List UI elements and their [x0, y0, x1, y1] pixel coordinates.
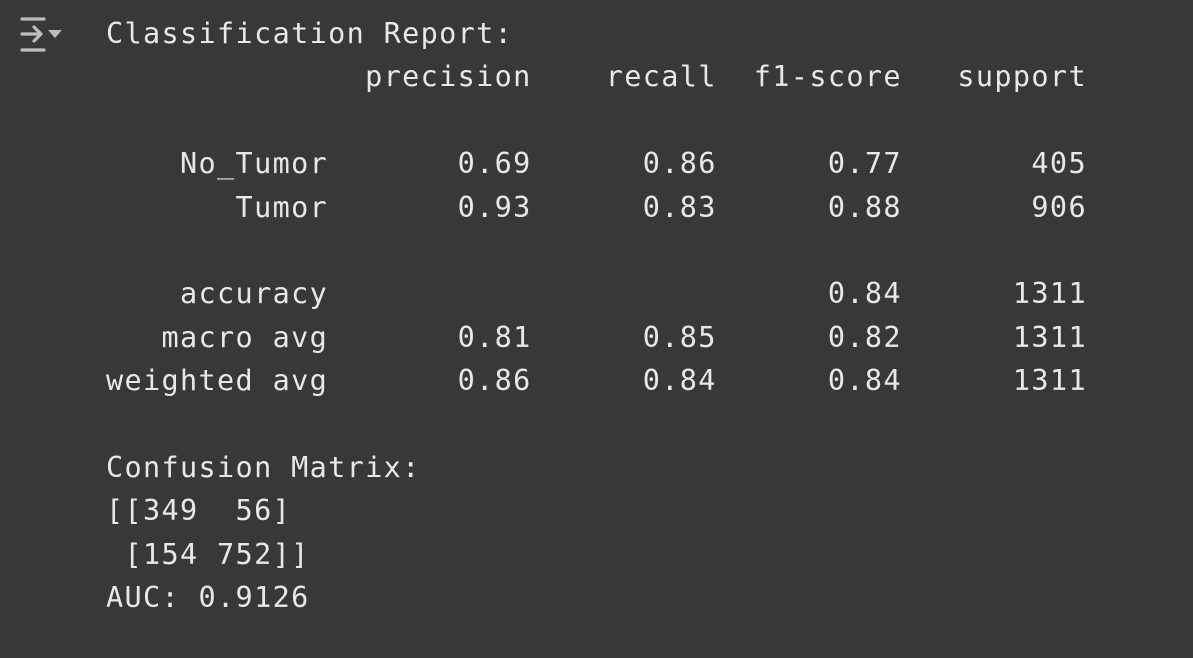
- confusion-matrix-title: Confusion Matrix:: [106, 450, 421, 484]
- report-row-tumor: Tumor 0.93 0.83 0.88 906: [106, 190, 1087, 224]
- cell-output-text: Classification Report: precision recall …: [106, 12, 1087, 619]
- confusion-matrix-row-1: [[349 56]: [106, 494, 292, 528]
- report-row-weighted-avg: weighted avg 0.86 0.84 0.84 1311: [106, 364, 1087, 398]
- blank-line: [106, 403, 1087, 446]
- confusion-matrix-row-2: [154 752]]: [106, 537, 310, 571]
- blank-line: [106, 99, 1087, 142]
- report-header-row: precision recall f1-score support: [106, 60, 1087, 94]
- report-row-no-tumor: No_Tumor 0.69 0.86 0.77 405: [106, 147, 1087, 181]
- report-row-macro-avg: macro avg 0.81 0.85 0.82 1311: [106, 320, 1087, 354]
- report-title: Classification Report:: [106, 17, 514, 50]
- report-row-accuracy: accuracy 0.84 1311: [106, 277, 1087, 311]
- output-toggle-button[interactable]: [18, 14, 64, 58]
- collapse-output-icon: [18, 14, 64, 58]
- blank-line: [106, 229, 1087, 272]
- auc-score: AUC: 0.9126: [106, 581, 310, 615]
